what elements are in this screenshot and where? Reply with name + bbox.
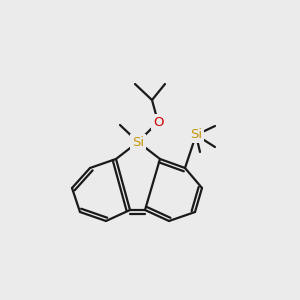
Text: Si: Si [132, 136, 144, 148]
Text: Si: Si [190, 128, 202, 142]
Text: O: O [153, 116, 163, 128]
